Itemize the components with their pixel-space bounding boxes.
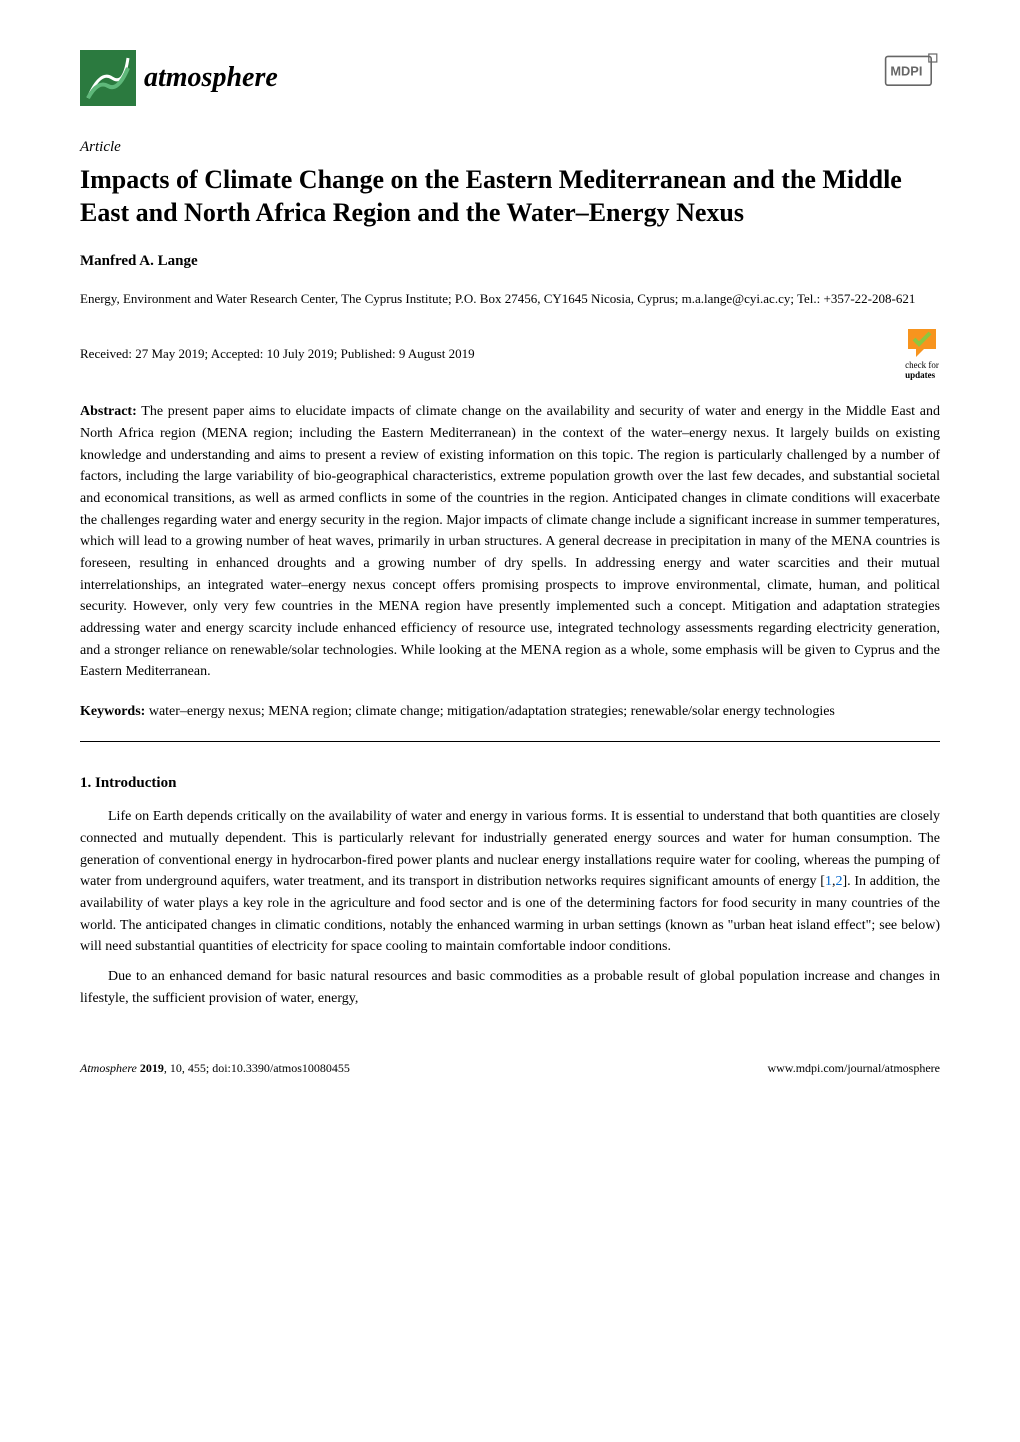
keywords-block: Keywords: water–energy nexus; MENA regio… <box>80 701 940 723</box>
check-updates-label: check forupdates <box>905 361 939 381</box>
section-heading-introduction: 1. Introduction <box>80 772 940 795</box>
abstract-block: Abstract: The present paper aims to eluc… <box>80 401 940 683</box>
article-title: Impacts of Climate Change on the Eastern… <box>80 163 940 231</box>
footer-journal: Atmosphere <box>80 1061 140 1075</box>
author-affiliation: Energy, Environment and Water Research C… <box>80 289 940 310</box>
abstract-label: Abstract: <box>80 404 137 419</box>
mdpi-logo-icon: MDPI <box>884 50 940 90</box>
svg-text:MDPI: MDPI <box>890 64 922 79</box>
dates-row: Received: 27 May 2019; Accepted: 10 July… <box>80 325 940 381</box>
article-type: Article <box>80 136 940 159</box>
check-for-updates-badge[interactable]: check forupdates <box>904 325 940 381</box>
intro-paragraph-2: Due to an enhanced demand for basic natu… <box>80 966 940 1009</box>
section-divider <box>80 741 940 742</box>
check-updates-icon <box>904 325 940 361</box>
journal-brand: atmosphere <box>80 50 278 106</box>
keywords-label: Keywords: <box>80 704 145 719</box>
abstract-text: The present paper aims to elucidate impa… <box>80 404 940 679</box>
footer-doi: , 10, 455; doi:10.3390/atmos10080455 <box>164 1061 350 1075</box>
author-name: Manfred A. Lange <box>80 250 940 273</box>
intro-paragraph-1: Life on Earth depends critically on the … <box>80 806 940 958</box>
publication-dates: Received: 27 May 2019; Accepted: 10 July… <box>80 344 475 364</box>
atmosphere-logo-icon <box>80 50 136 106</box>
para1-text-1: Life on Earth depends critically on the … <box>80 809 940 889</box>
footer-year: 2019 <box>140 1061 164 1075</box>
footer-url: www.mdpi.com/journal/atmosphere <box>767 1059 940 1077</box>
reference-link-1[interactable]: 1 <box>825 874 832 889</box>
page-header: atmosphere MDPI <box>80 50 940 106</box>
footer-citation: Atmosphere 2019, 10, 455; doi:10.3390/at… <box>80 1059 350 1077</box>
page-footer: Atmosphere 2019, 10, 455; doi:10.3390/at… <box>80 1059 940 1077</box>
keywords-text: water–energy nexus; MENA region; climate… <box>149 704 835 719</box>
journal-name: atmosphere <box>144 57 278 99</box>
